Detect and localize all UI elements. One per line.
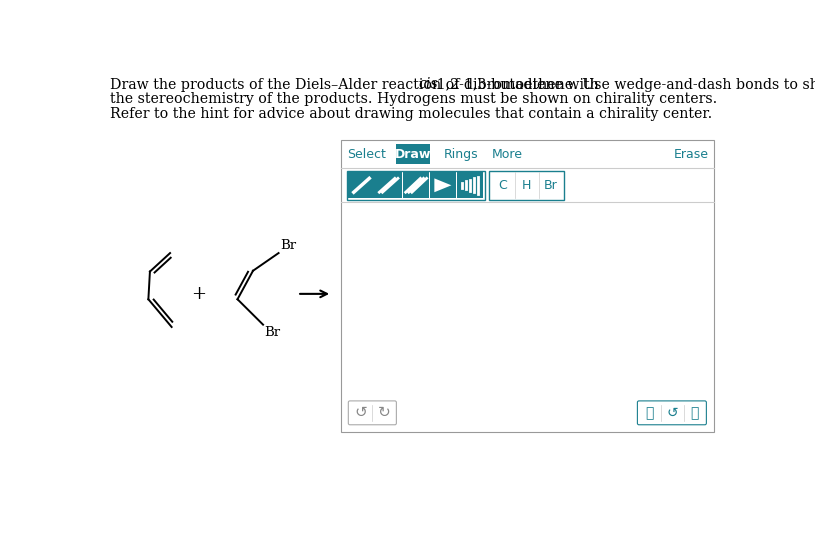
Text: Br: Br (544, 179, 557, 192)
Text: ↻: ↻ (378, 405, 390, 420)
Text: H: H (522, 179, 531, 192)
Polygon shape (430, 172, 456, 198)
Text: Select: Select (347, 147, 386, 161)
Text: cis: cis (418, 77, 438, 92)
Text: Refer to the hint for advice about drawing molecules that contain a chirality ce: Refer to the hint for advice about drawi… (110, 107, 711, 121)
Text: Br: Br (265, 326, 280, 339)
Text: ↺: ↺ (666, 406, 678, 420)
Polygon shape (348, 172, 375, 198)
Text: Erase: Erase (673, 147, 708, 161)
Polygon shape (376, 172, 402, 198)
Polygon shape (434, 178, 452, 192)
Text: 🔍: 🔍 (645, 406, 654, 420)
Text: +: + (192, 285, 206, 303)
FancyBboxPatch shape (637, 401, 707, 425)
FancyBboxPatch shape (395, 144, 430, 164)
Text: More: More (491, 147, 522, 161)
Text: ↺: ↺ (354, 405, 367, 420)
Text: Rings: Rings (443, 147, 478, 161)
Text: Br: Br (280, 239, 296, 251)
FancyBboxPatch shape (348, 401, 396, 425)
Text: C: C (498, 179, 507, 192)
Text: -1,2-dibromoethene. Use wedge-and-dash bonds to show: -1,2-dibromoethene. Use wedge-and-dash b… (431, 77, 815, 92)
Text: the stereochemistry of the products. Hydrogens must be shown on chirality center: the stereochemistry of the products. Hyd… (110, 92, 717, 106)
Polygon shape (457, 172, 483, 198)
Text: Draw the products of the Diels–Alder reaction of 1,3-butadiene with: Draw the products of the Diels–Alder rea… (110, 77, 603, 92)
Polygon shape (403, 172, 429, 198)
Text: Draw: Draw (394, 147, 431, 161)
Text: 🔎: 🔎 (690, 406, 698, 420)
